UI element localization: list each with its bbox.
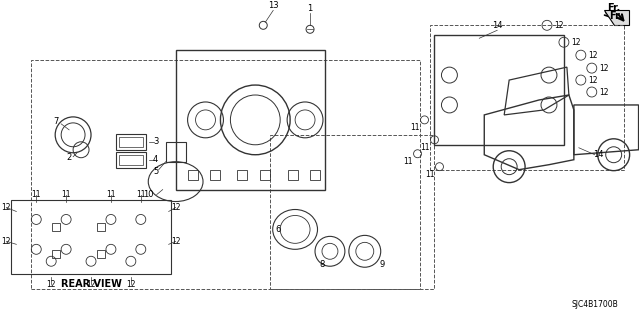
Text: 14: 14 — [593, 150, 604, 159]
Bar — [119, 155, 143, 165]
Text: 12: 12 — [571, 38, 580, 47]
Text: 2: 2 — [67, 153, 72, 162]
Text: 11: 11 — [61, 190, 71, 199]
Text: 11: 11 — [136, 190, 145, 199]
Text: 7: 7 — [54, 117, 59, 126]
Text: 11: 11 — [425, 170, 435, 179]
Text: 3: 3 — [153, 137, 159, 146]
Text: 11: 11 — [403, 157, 412, 166]
Text: 13: 13 — [268, 1, 278, 10]
Text: 12: 12 — [554, 21, 564, 30]
Bar — [12, 199, 171, 274]
Bar — [116, 152, 146, 168]
Bar — [52, 223, 60, 231]
Polygon shape — [604, 11, 628, 25]
Bar — [435, 35, 564, 145]
Text: 11: 11 — [420, 143, 429, 152]
Text: 12: 12 — [599, 87, 609, 97]
Bar — [188, 170, 198, 180]
Text: REAR VIEW: REAR VIEW — [61, 279, 122, 289]
Bar — [97, 250, 105, 258]
Text: 12: 12 — [2, 237, 11, 246]
Text: 4: 4 — [153, 155, 158, 164]
Text: 11: 11 — [410, 123, 419, 132]
Bar — [175, 50, 325, 189]
Text: 10: 10 — [143, 190, 154, 199]
Text: 6: 6 — [275, 225, 281, 234]
Bar — [211, 170, 220, 180]
Bar — [31, 60, 420, 289]
Text: 12: 12 — [599, 63, 609, 73]
Text: 9: 9 — [379, 260, 385, 269]
Bar — [288, 170, 298, 180]
Text: 12: 12 — [2, 203, 11, 212]
Bar — [310, 170, 320, 180]
Bar — [260, 170, 270, 180]
Text: 5: 5 — [153, 167, 158, 176]
Text: 12: 12 — [171, 203, 180, 212]
Text: 8: 8 — [319, 260, 324, 269]
Text: 11: 11 — [106, 190, 116, 199]
Bar — [429, 25, 623, 170]
Bar — [52, 250, 60, 258]
Text: Fr.: Fr. — [609, 11, 622, 21]
Text: 14: 14 — [492, 21, 502, 30]
Text: Fr.: Fr. — [607, 4, 620, 13]
Text: 12: 12 — [126, 280, 136, 289]
Text: SJC4B1700B: SJC4B1700B — [572, 300, 619, 308]
Bar — [270, 135, 435, 289]
Text: 12: 12 — [588, 51, 598, 60]
Bar — [166, 142, 186, 162]
Text: 12: 12 — [47, 280, 56, 289]
Text: 12: 12 — [588, 76, 598, 85]
Text: 12: 12 — [171, 237, 180, 246]
Text: 11: 11 — [31, 190, 41, 199]
Bar — [119, 137, 143, 147]
Bar — [116, 134, 146, 150]
Bar — [97, 223, 105, 231]
Bar — [237, 170, 247, 180]
Text: 12: 12 — [86, 280, 96, 289]
Text: 1: 1 — [307, 4, 313, 13]
